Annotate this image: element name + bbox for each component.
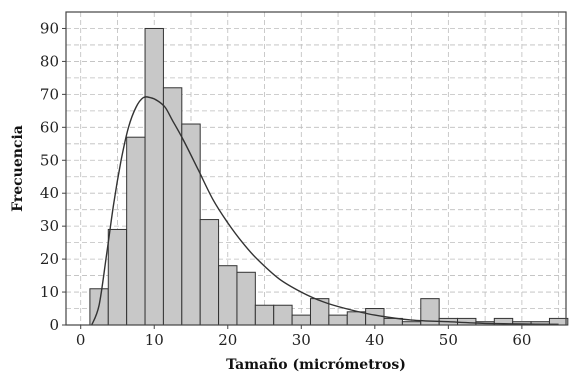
x-tick-label: 20: [218, 331, 237, 349]
y-tick-label: 0: [49, 316, 59, 334]
y-tick-label: 70: [40, 85, 59, 103]
fit-curve: [91, 96, 559, 326]
y-axis-ticks: 0 10 20 30 40 50 60 70 80 90: [40, 19, 66, 334]
y-tick-label: 10: [40, 283, 59, 301]
x-tick-label: 50: [439, 331, 458, 349]
x-axis-title: Tamaño (micrómetros): [226, 356, 406, 373]
plot-frame: [65, 11, 567, 326]
histogram-bar: [144, 27, 164, 326]
y-axis-title: Frecuencia: [10, 125, 26, 212]
histogram-bar: [126, 136, 146, 326]
histogram-bar: [273, 304, 293, 326]
x-tick-label: 60: [512, 331, 531, 349]
y-tick-label: 60: [40, 118, 59, 136]
histogram-bar: [291, 314, 311, 326]
y-tick-label: 50: [40, 151, 59, 169]
histogram-bar: [199, 219, 220, 326]
x-axis-ticks: 0 10 20 30 40 50 60: [76, 325, 531, 349]
x-tick-label: 30: [292, 331, 311, 349]
x-tick-label: 0: [76, 331, 86, 349]
x-tick-label: 40: [365, 331, 384, 349]
y-tick-label: 90: [40, 19, 59, 37]
histogram-bar: [346, 311, 367, 326]
x-tick-label: 10: [145, 331, 164, 349]
histogram-bar: [236, 271, 256, 326]
y-tick-label: 40: [40, 184, 59, 202]
histogram-bar: [328, 314, 348, 326]
histogram-bar: [107, 228, 128, 326]
y-tick-label: 30: [40, 217, 59, 235]
histogram-bar: [162, 87, 183, 326]
y-tick-label: 20: [40, 250, 59, 268]
histogram-bars: [89, 27, 569, 326]
histogram-bar: [254, 304, 275, 326]
y-tick-label: 80: [40, 52, 59, 70]
histogram-bar: [218, 265, 238, 326]
